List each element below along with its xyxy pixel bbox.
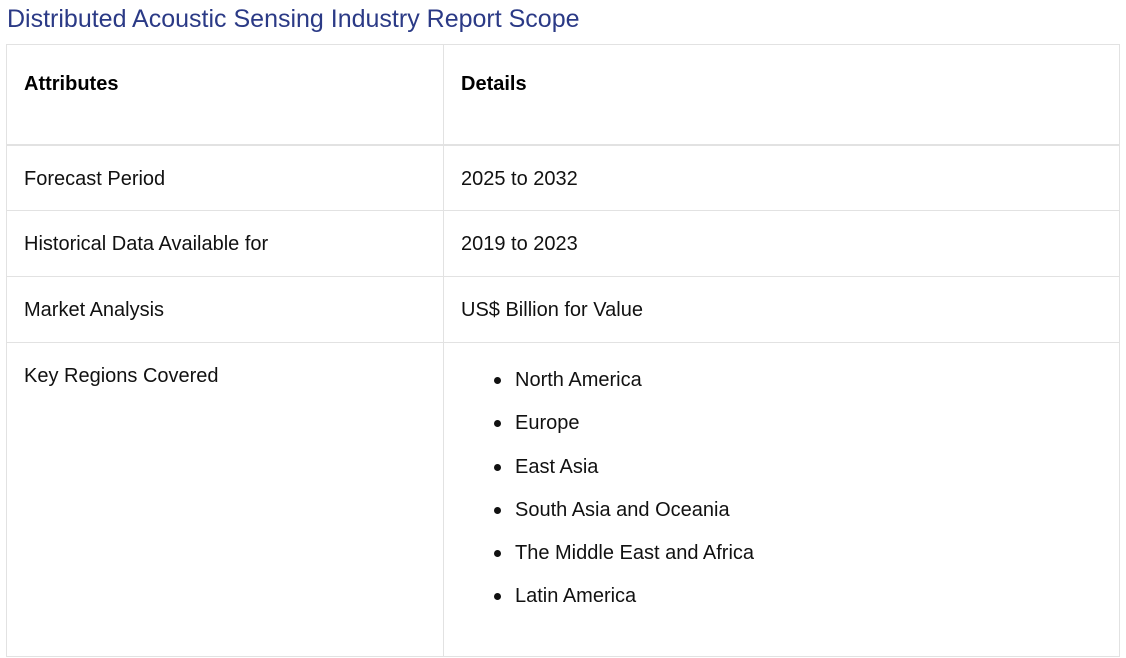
page-title: Distributed Acoustic Sensing Industry Re… xyxy=(7,5,580,33)
table-row: Historical Data Available for 2019 to 20… xyxy=(6,210,1120,277)
region-label: Latin America xyxy=(515,585,637,608)
region-label: South Asia and Oceania xyxy=(515,498,730,521)
region-label: North America xyxy=(515,369,642,391)
attribute-cell: Market Analysis xyxy=(6,276,444,343)
attribute-cell: Key Regions Covered xyxy=(6,342,444,657)
region-label: East Asia xyxy=(515,455,599,478)
header-attributes: Attributes xyxy=(6,44,444,146)
table-row-regions: Key Regions Covered North America Europe… xyxy=(6,342,1120,657)
list-item: North America xyxy=(494,369,1119,412)
detail-cell: US$ Billion for Value xyxy=(443,276,1120,343)
list-item: South Asia and Oceania xyxy=(494,498,1119,542)
report-scope-table: Attributes Details Forecast Period 2025 … xyxy=(6,44,1120,657)
table-row: Forecast Period 2025 to 2032 xyxy=(6,144,1120,211)
region-label: The Middle East and Africa xyxy=(515,542,755,565)
attribute-cell: Forecast Period xyxy=(6,144,444,211)
bullet-icon xyxy=(494,377,501,384)
bullet-icon xyxy=(494,550,501,558)
regions-detail-cell: North America Europe East Asia South Asi… xyxy=(443,342,1120,657)
header-details: Details xyxy=(443,44,1120,146)
detail-cell: 2019 to 2023 xyxy=(443,210,1120,277)
bullet-icon xyxy=(494,506,501,514)
attribute-cell: Historical Data Available for xyxy=(6,210,444,277)
bullet-icon xyxy=(494,463,501,471)
table-header-row: Attributes Details xyxy=(6,44,1120,146)
region-label: Europe xyxy=(515,412,580,435)
table-row: Market Analysis US$ Billion for Value xyxy=(6,276,1120,343)
detail-cell: 2025 to 2032 xyxy=(443,144,1120,211)
bullet-icon xyxy=(494,420,501,428)
list-item: Latin America xyxy=(494,585,1119,628)
list-item: East Asia xyxy=(494,455,1119,499)
list-item: The Middle East and Africa xyxy=(494,542,1119,585)
list-item: Europe xyxy=(494,412,1119,455)
bullet-icon xyxy=(494,593,501,601)
region-list: North America Europe East Asia South Asi… xyxy=(461,369,1119,629)
